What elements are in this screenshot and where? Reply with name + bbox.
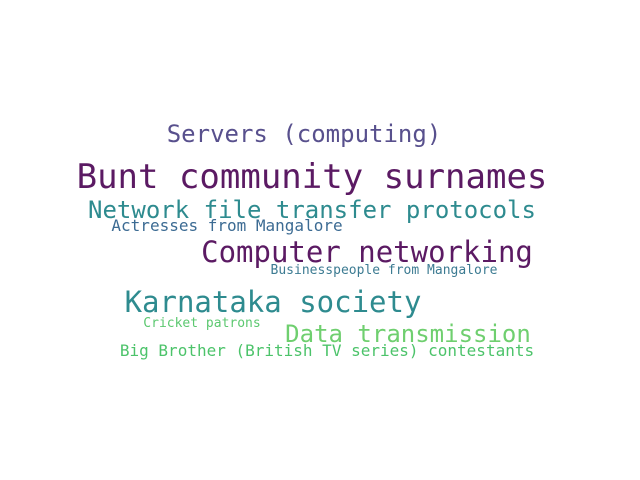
word-cricket-patrons: Cricket patrons — [143, 316, 261, 331]
word-big-brother-contestants: Big Brother (British TV series) contesta… — [119, 341, 535, 360]
word-actresses-from-mangalore: Actresses from Mangalore — [111, 216, 343, 235]
word-businesspeople-mangalore: Businesspeople from Mangalore — [270, 263, 498, 278]
word-servers-computing: Servers (computing) — [166, 120, 442, 148]
word-bunt-community-surnames: Bunt community surnames — [76, 157, 548, 197]
word-karnataka-society: Karnataka society — [124, 285, 422, 319]
word-data-transmission: Data transmission — [285, 320, 531, 348]
word-computer-networking: Computer networking — [201, 235, 533, 269]
word-network-file-transfer: Network file transfer protocols — [88, 196, 536, 224]
